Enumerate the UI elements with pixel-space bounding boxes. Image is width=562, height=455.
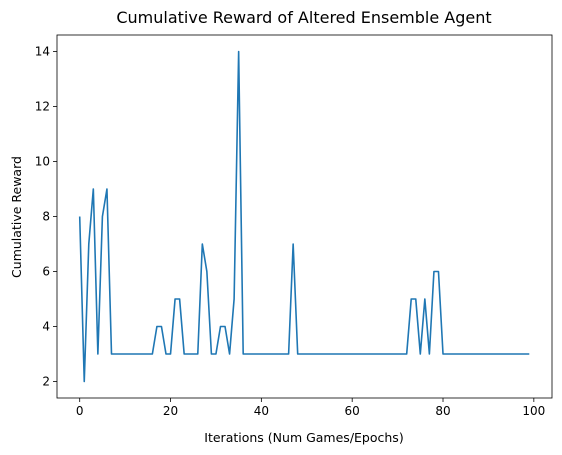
y-tick-label: 4 (42, 320, 50, 334)
series-layer (78, 50, 530, 383)
x-axis-label: Iterations (Num Games/Epochs) (204, 430, 403, 445)
y-tick-label: 14 (35, 45, 50, 59)
x-tick-label: 0 (76, 404, 84, 418)
x-tick-label: 20 (163, 404, 178, 418)
y-tick-label: 10 (35, 155, 50, 169)
y-axis-label: Cumulative Reward (9, 156, 24, 278)
series-line-0 (78, 50, 530, 383)
x-axis: 0 20 40 60 80 100 (76, 398, 545, 418)
x-tick-label: 40 (254, 404, 269, 418)
x-tick-label: 80 (435, 404, 450, 418)
x-tick-label: 100 (522, 404, 545, 418)
plot-frame (56, 34, 553, 399)
y-tick-label: 12 (35, 100, 50, 114)
plot-area (56, 34, 553, 399)
y-axis: 2 4 6 8 10 12 14 (35, 45, 57, 389)
y-tick-label: 2 (42, 375, 50, 389)
y-tick-label: 8 (42, 210, 50, 224)
x-tick-label: 60 (345, 404, 360, 418)
y-tick-label: 6 (42, 265, 50, 279)
chart-title: Cumulative Reward of Altered Ensemble Ag… (116, 8, 491, 27)
